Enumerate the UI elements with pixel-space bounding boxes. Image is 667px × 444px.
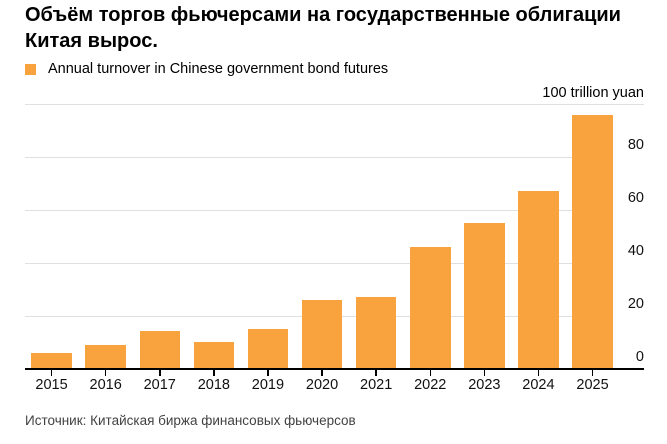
x-axis-label-2021: 2021 <box>360 376 393 393</box>
x-tick-2023 <box>483 369 486 376</box>
bar-2025 <box>572 114 613 369</box>
x-axis-label-2019: 2019 <box>251 376 285 393</box>
gridline-40 <box>25 262 613 264</box>
source-note: Источник: Китайская биржа финансовых фью… <box>25 413 356 428</box>
x-tick-2019 <box>267 369 269 376</box>
x-axis-label-2020: 2020 <box>305 376 339 393</box>
bar-2019 <box>247 328 289 369</box>
x-tick-2021 <box>375 369 377 376</box>
y-axis-label-0: 0 <box>635 349 644 365</box>
y-axis-label-80: 80 <box>627 137 644 154</box>
x-axis-label-2016: 2016 <box>89 376 122 393</box>
bar-2022 <box>410 246 451 369</box>
y-axis-label-40: 40 <box>627 243 644 260</box>
x-axis-label-2024: 2024 <box>522 376 555 393</box>
gridline-80 <box>25 156 613 158</box>
bar-2020 <box>301 299 343 369</box>
bar-2015 <box>31 352 72 369</box>
x-tick-2025 <box>591 369 594 376</box>
y-axis-label-20: 20 <box>627 296 644 313</box>
x-axis-label-2017: 2017 <box>143 376 176 393</box>
x-tick-2018 <box>213 369 215 376</box>
y-axis-label-60: 60 <box>627 190 644 207</box>
page-title: Объём торгов фьючерсами на государственн… <box>25 4 621 52</box>
legend-label: Annual turnover in Chinese government bo… <box>48 61 389 77</box>
bar-2021 <box>355 297 397 369</box>
bar-2016 <box>85 344 126 369</box>
bar-2018 <box>193 342 235 369</box>
x-tick-2022 <box>429 369 431 376</box>
x-tick-2017 <box>159 369 161 376</box>
x-tick-2020 <box>321 369 323 376</box>
x-tick-2024 <box>537 369 540 376</box>
y-axis-unit-label: 100 trillion yuan <box>542 85 644 101</box>
bar-2017 <box>139 331 180 369</box>
bar-2023 <box>464 223 505 369</box>
gridline-60 <box>25 209 613 211</box>
gridline-100 <box>25 104 644 105</box>
x-tick-2015 <box>50 369 53 376</box>
bar-2024 <box>518 191 559 369</box>
x-axis-label-2018: 2018 <box>197 376 230 393</box>
x-tick-2016 <box>104 369 107 376</box>
x-axis-label-2015: 2015 <box>35 376 68 393</box>
legend-swatch-icon <box>25 63 36 75</box>
x-axis-label-2022: 2022 <box>414 376 447 393</box>
x-axis-label-2023: 2023 <box>468 376 501 393</box>
legend: Annual turnover in Chinese government bo… <box>25 61 388 77</box>
x-axis-line <box>25 367 644 370</box>
x-axis-label-2025: 2025 <box>576 376 609 393</box>
